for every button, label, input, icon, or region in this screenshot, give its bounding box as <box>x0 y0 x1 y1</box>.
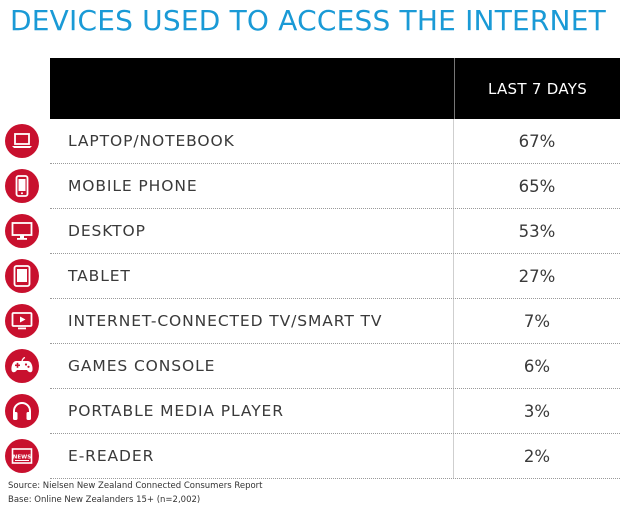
table-body: LAPTOP/NOTEBOOK 67% MOBILE PHONE 65% DESKTOP… <box>50 119 620 479</box>
base-line: Base: Online New Zealanders 15+ (n=2,002… <box>8 495 201 505</box>
table-row: GAMES CONSOLE 6% <box>50 344 620 389</box>
device-label: LAPTOP/NOTEBOOK <box>50 119 454 163</box>
percentage-value: 2% <box>523 446 551 466</box>
device-usage-table: LAST 7 DAYS LAPTOP/NOTEBOOK 67% MOBILE PHO… <box>50 58 620 479</box>
source-line: Source: Nielsen New Zealand Connected Co… <box>8 481 263 491</box>
laptop-icon <box>5 124 39 158</box>
device-label: MOBILE PHONE <box>50 164 454 208</box>
percentage-value: 6% <box>523 356 551 376</box>
percentage-value: 3% <box>523 401 551 421</box>
device-label: GAMES CONSOLE <box>50 344 454 388</box>
tablet-icon <box>5 259 39 293</box>
device-label: INTERNET-CONNECTED TV/SMART TV <box>50 299 454 343</box>
percentage-value: 53% <box>518 221 556 241</box>
percentage-value: 65% <box>518 176 556 196</box>
table-header-row: LAST 7 DAYS <box>50 58 620 119</box>
e-reader-icon: NEWS <box>5 439 39 473</box>
percentage-value: 27% <box>518 266 556 286</box>
mobile-phone-icon <box>5 169 39 203</box>
table-row: LAPTOP/NOTEBOOK 67% <box>50 119 620 164</box>
device-label: PORTABLE MEDIA PLAYER <box>50 389 454 433</box>
svg-text:NEWS: NEWS <box>13 455 31 461</box>
table-row: TABLET 27% <box>50 254 620 299</box>
smart-tv-icon <box>5 304 39 338</box>
chart-title: DEVICES USED TO ACCESS THE INTERNET <box>10 4 606 37</box>
device-label: DESKTOP <box>50 209 454 253</box>
game-controller-icon <box>5 349 39 383</box>
headphones-icon <box>5 394 39 428</box>
device-label: TABLET <box>50 254 454 298</box>
desktop-monitor-icon <box>5 214 39 248</box>
column-header-last-7-days: LAST 7 DAYS <box>487 79 588 98</box>
percentage-value: 67% <box>518 131 556 151</box>
table-row: E-READER 2% <box>50 434 620 479</box>
table-row: MOBILE PHONE 65% <box>50 164 620 209</box>
percentage-value: 7% <box>523 311 551 331</box>
table-row: INTERNET-CONNECTED TV/SMART TV 7% <box>50 299 620 344</box>
source-note: Source: Nielsen New Zealand Connected Co… <box>8 479 263 507</box>
header-blank-cell <box>50 58 455 119</box>
table-row: PORTABLE MEDIA PLAYER 3% <box>50 389 620 434</box>
device-label: E-READER <box>50 434 454 478</box>
table-row: DESKTOP 53% <box>50 209 620 254</box>
